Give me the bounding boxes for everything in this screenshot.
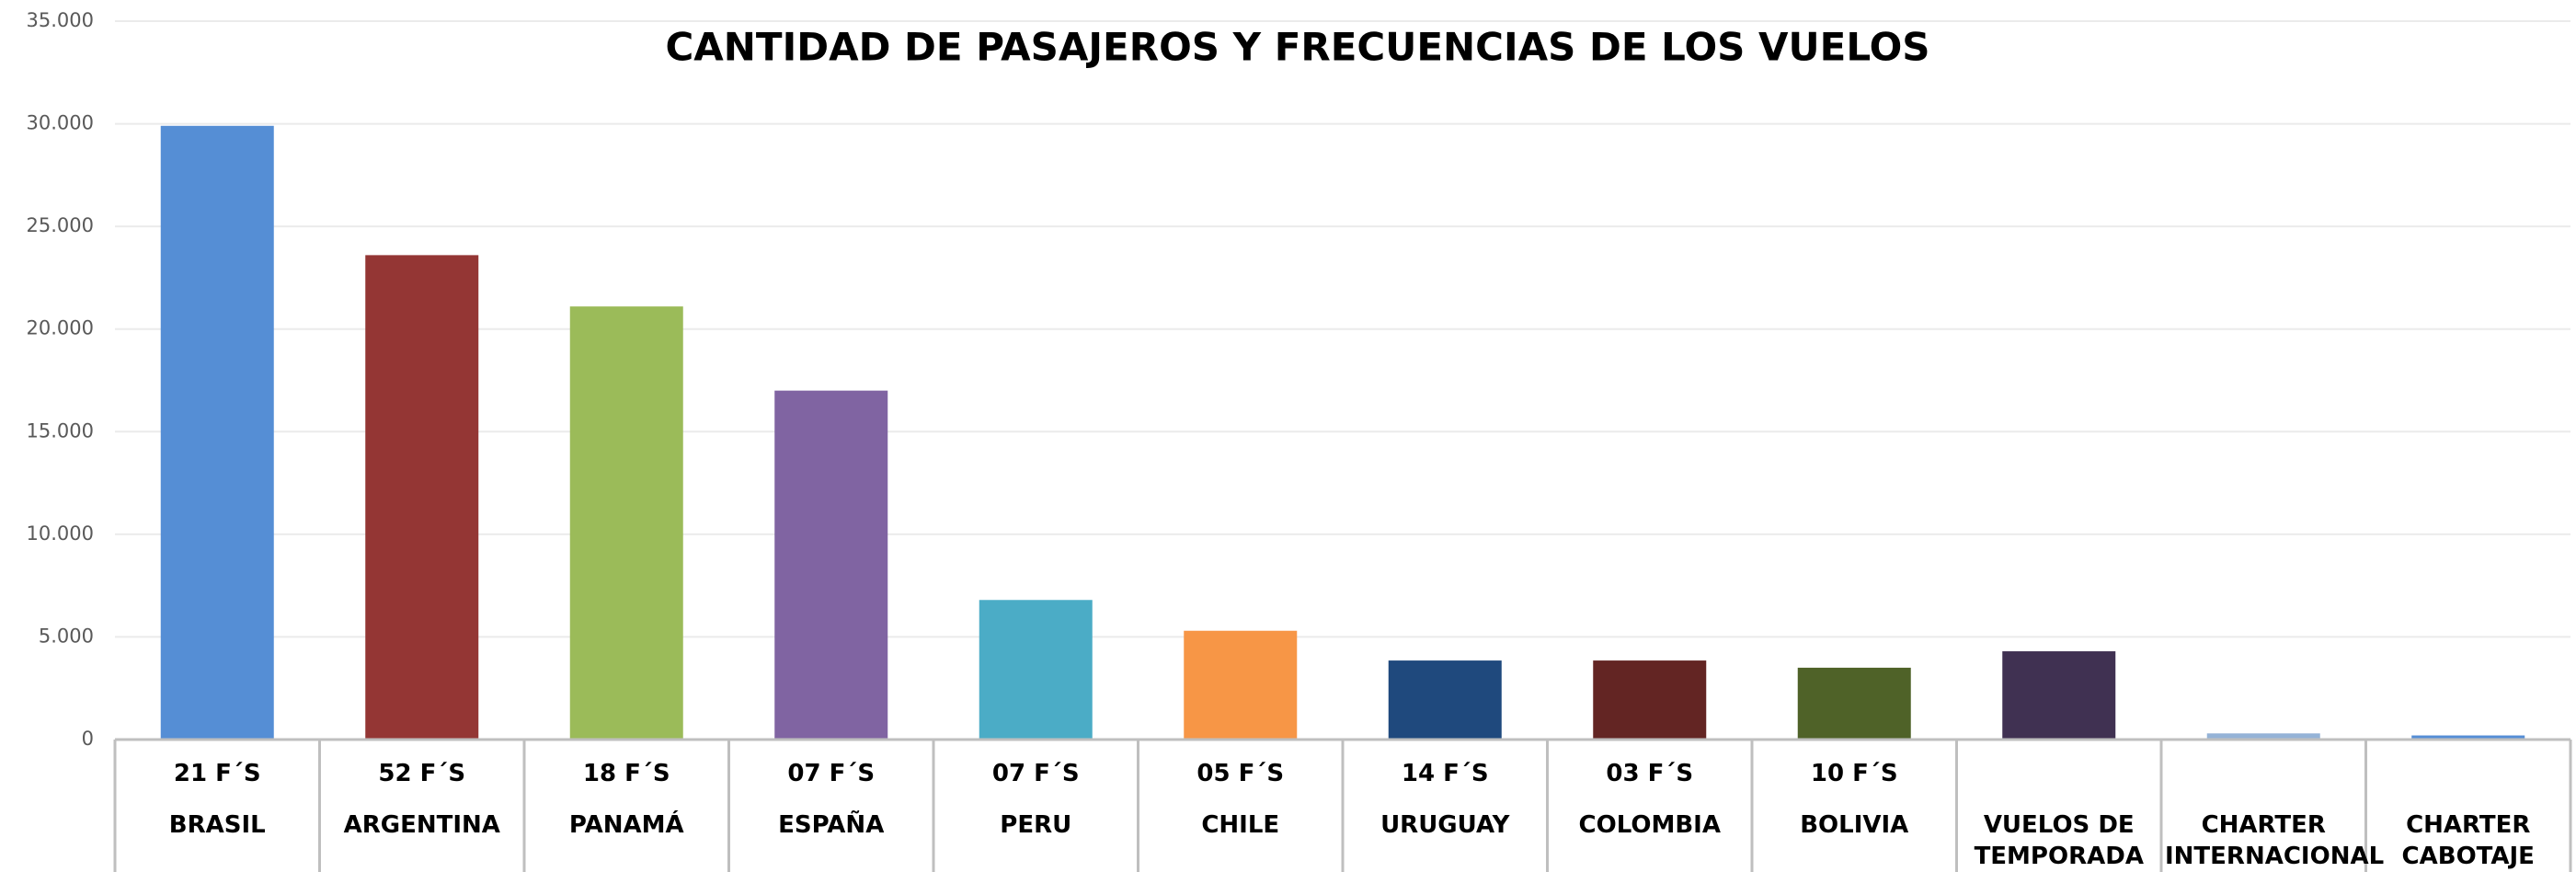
x-tick-label: VUELOS DE TEMPORADA (1974, 811, 2144, 870)
frequency-label: 10 F´S (1810, 760, 1898, 787)
bar (160, 125, 274, 740)
y-tick-label: 30.000 (27, 112, 94, 134)
bar (1388, 660, 1502, 740)
chart-title: CANTIDAD DE PASAJEROS Y FRECUENCIAS DE L… (665, 25, 1929, 70)
x-tick-label: BOLIVIA (1800, 811, 1909, 839)
y-tick-label: 15.000 (27, 419, 94, 442)
y-tick-label: 20.000 (27, 317, 94, 339)
x-tick-label: CHARTER CABOTAJE (2401, 811, 2535, 870)
x-tick-label: CHARTER INTERNACIONAL (2165, 811, 2385, 870)
frequency-label: 03 F´S (1606, 760, 1694, 787)
frequency-label: 18 F´S (582, 760, 670, 787)
frequency-label: 07 F´S (787, 760, 876, 787)
frequency-label: 07 F´S (991, 760, 1080, 787)
x-tick-label: URUGUAY (1380, 811, 1510, 839)
bar (1184, 630, 1298, 740)
frequency-label: 52 F´S (378, 760, 466, 787)
x-tick-label: PERU (1000, 811, 1072, 839)
bar (2206, 733, 2320, 740)
y-tick-label: 5.000 (39, 625, 94, 647)
y-tick-label: 25.000 (27, 214, 94, 236)
bar (569, 306, 683, 740)
bar (2411, 735, 2525, 740)
x-tick-label: PANAMÁ (568, 811, 684, 839)
frequency-label: 05 F´S (1196, 760, 1285, 787)
bar (979, 600, 1093, 740)
x-tick-label: CHILE (1201, 811, 1280, 839)
bar (2002, 651, 2116, 740)
y-tick-label: 0 (82, 728, 94, 750)
frequency-label: 14 F´S (1401, 760, 1489, 787)
x-tick-label: ESPAÑA (778, 811, 885, 839)
y-tick-label: 35.000 (27, 9, 94, 31)
x-tick-label: ARGENTINA (343, 811, 500, 839)
bar (365, 255, 479, 740)
y-tick-label: 10.000 (27, 522, 94, 545)
bar (774, 390, 888, 740)
bar (1593, 660, 1707, 740)
x-tick-label: BRASIL (168, 811, 266, 839)
frequency-label: 21 F´S (173, 760, 261, 787)
x-tick-label: COLOMBIA (1578, 811, 1721, 839)
bar (1797, 667, 1911, 740)
